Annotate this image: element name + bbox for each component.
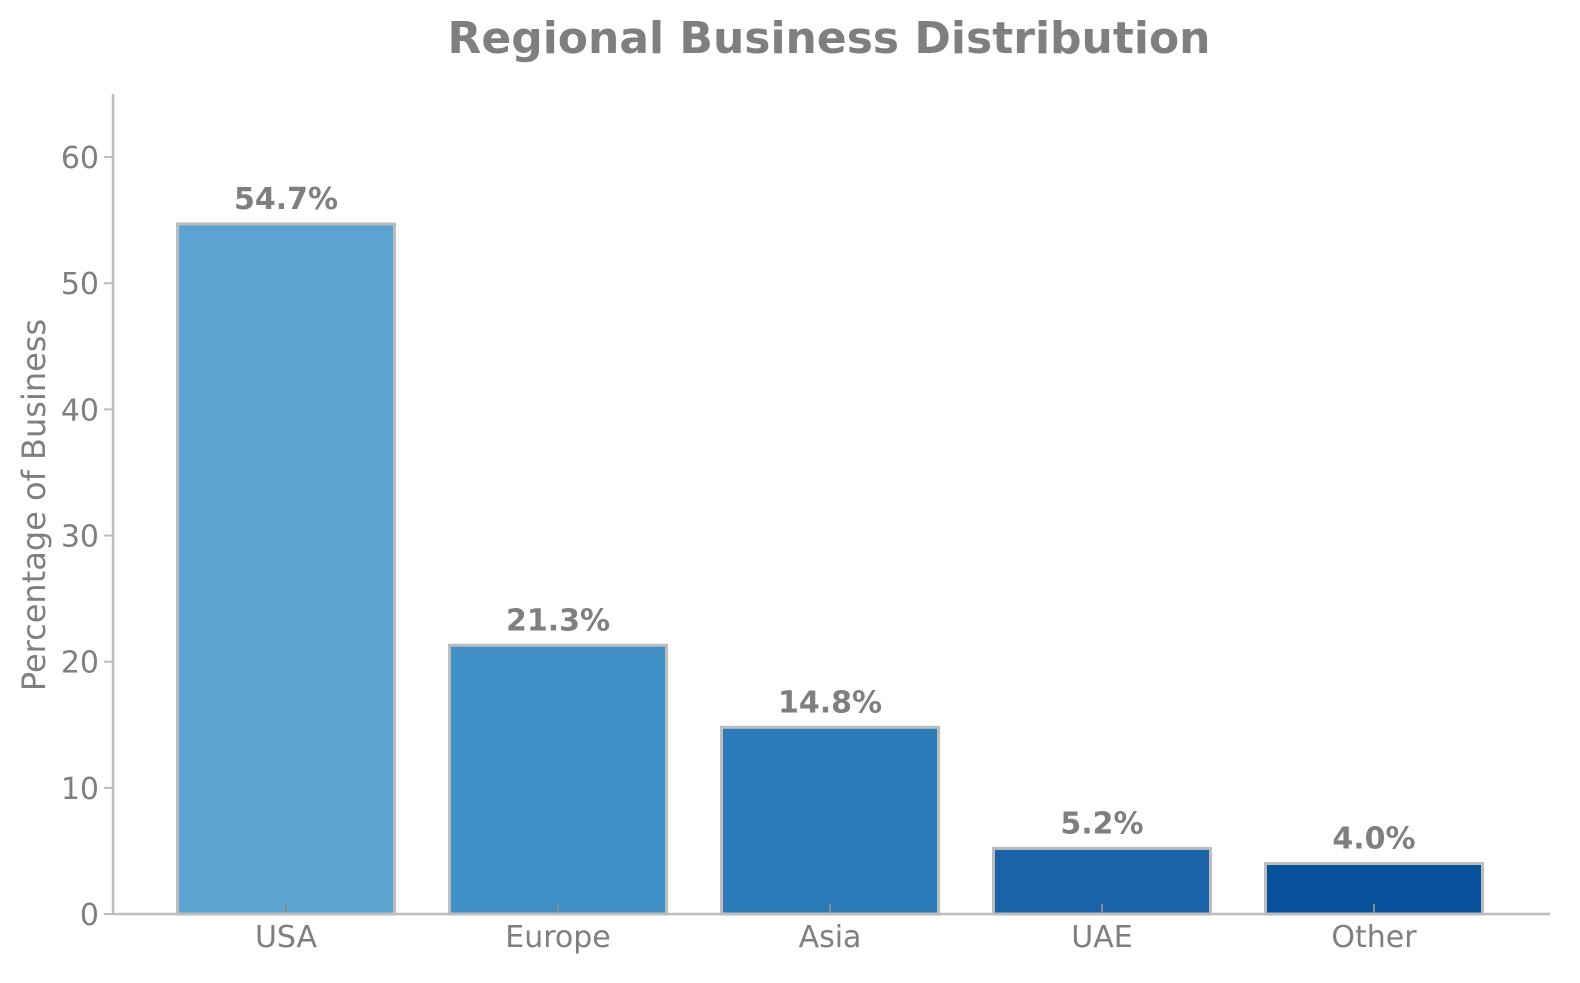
y-tick-label: 50 [61,267,99,302]
value-labels-group: 54.7% 21.3% 14.8% 5.2% 4.0% [234,182,1416,857]
y-axis-label: Percentage of Business [15,319,53,691]
bar-value-label: 21.3% [506,603,610,638]
x-axis-ticks: USA Europe Asia UAE Other [255,904,1417,955]
bar-asia [720,725,940,916]
bar-usa [176,222,396,916]
bar-value-label: 4.0% [1332,822,1415,857]
y-tick-label: 40 [61,393,99,428]
bars-group [176,222,1484,916]
x-tick-label: Europe [505,920,611,955]
bar-value-label: 5.2% [1060,806,1143,841]
x-tick-label: USA [255,920,318,955]
y-tick-label: 0 [80,898,99,933]
bar-europe [448,643,668,916]
y-tick-label: 20 [61,646,99,681]
y-tick-label: 30 [61,520,99,555]
bar-value-label: 14.8% [778,685,882,720]
x-tick-label: UAE [1071,920,1132,955]
x-tick-label: Asia [799,920,862,955]
y-tick-label: 60 [61,141,99,176]
y-tick-label: 10 [61,772,99,807]
y-axis-ticks: 0 10 20 30 40 50 60 [61,141,113,933]
chart-title: Regional Business Distribution [447,13,1210,64]
x-tick-label: Other [1331,920,1417,955]
bar-value-label: 54.7% [234,182,338,217]
